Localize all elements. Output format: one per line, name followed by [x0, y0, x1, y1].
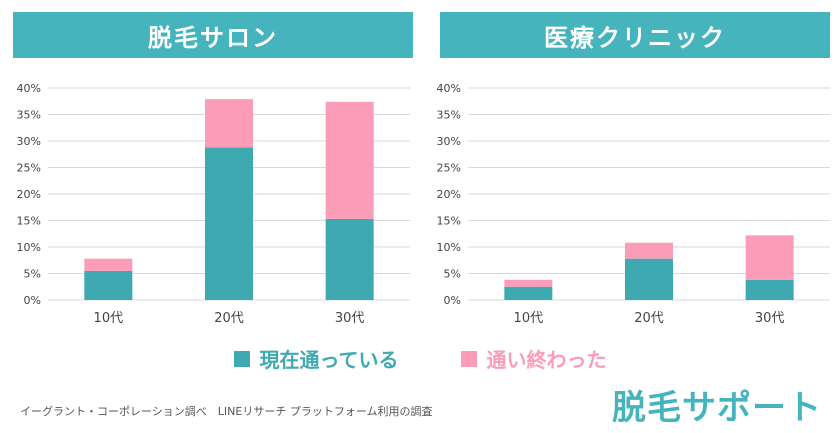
- y-tick-label: 15%: [17, 215, 41, 228]
- salon-bar-chart: 0% 5% 10% 15% 20% 25% 30% 35% 40% 10代 20代 30代: [17, 82, 410, 326]
- legend-item-finished: 通い終わった: [460, 344, 607, 373]
- y-tick-label: 20%: [437, 188, 461, 201]
- y-tick-label: 0%: [444, 294, 461, 307]
- y-tick-label: 25%: [437, 162, 461, 175]
- bar-finished: [84, 258, 133, 271]
- chart-legend: 現在通っている 通い終わった: [0, 344, 840, 373]
- legend-label-current: 現在通っている: [259, 348, 399, 372]
- bar-finished: [205, 99, 253, 148]
- source-note: イーグラント・コーポレーション調べ LINEリサーチ プラットフォーム利用の調査: [20, 405, 433, 418]
- y-tick-label: 5%: [444, 268, 461, 281]
- panel-title-clinic: 医療クリニック: [440, 12, 830, 58]
- y-tick-label: 5%: [24, 268, 41, 281]
- y-tick-label: 30%: [437, 135, 461, 148]
- legend-label-finished: 通い終わった: [486, 348, 607, 372]
- panel-title-salon: 脱毛サロン: [13, 12, 413, 58]
- y-tick-label: 40%: [437, 82, 461, 95]
- y-tick-label: 0%: [24, 294, 41, 307]
- x-tick-label: 10代: [514, 311, 544, 326]
- x-tick-label: 20代: [634, 311, 664, 326]
- y-tick-label: 30%: [17, 135, 41, 148]
- legend-swatch-current: [233, 350, 250, 367]
- y-tick-label: 40%: [17, 82, 41, 95]
- bar-finished: [625, 242, 673, 259]
- y-tick-label: 25%: [17, 162, 41, 175]
- brand-logo: 脱毛サポート: [612, 388, 822, 428]
- x-tick-label: 30代: [755, 311, 785, 326]
- bar-current: [84, 270, 133, 300]
- x-tick-label: 10代: [94, 311, 124, 326]
- bar-finished: [504, 279, 553, 287]
- bar-finished: [745, 235, 794, 280]
- y-tick-label: 10%: [437, 241, 461, 254]
- bar-current: [745, 279, 794, 300]
- bar-finished: [325, 101, 374, 219]
- bar-current: [325, 218, 374, 300]
- bar-current: [504, 286, 553, 300]
- y-tick-label: 10%: [17, 241, 41, 254]
- legend-item-current: 現在通っている: [233, 344, 399, 373]
- x-tick-label: 20代: [214, 311, 244, 326]
- bar-current: [625, 258, 673, 300]
- y-tick-label: 35%: [17, 109, 41, 122]
- y-tick-label: 35%: [437, 109, 461, 122]
- legend-swatch-finished: [460, 350, 477, 367]
- bar-current: [205, 147, 253, 300]
- y-tick-label: 20%: [17, 188, 41, 201]
- clinic-bar-chart: 0% 5% 10% 15% 20% 25% 30% 35% 40% 10代 20代 30代: [437, 82, 830, 326]
- x-tick-label: 30代: [335, 311, 365, 326]
- y-tick-label: 15%: [437, 215, 461, 228]
